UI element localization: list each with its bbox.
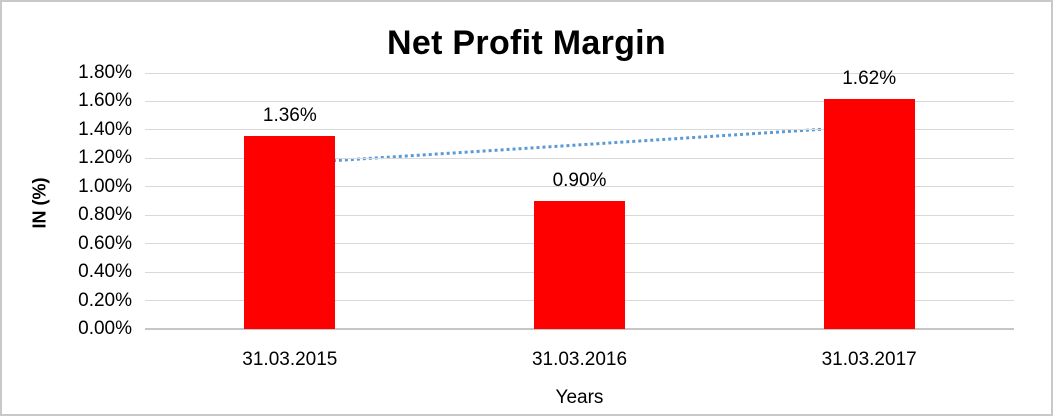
gridline	[145, 100, 1014, 102]
x-tick-label: 31.03.2016	[531, 349, 628, 370]
chart-title: Net Profit Margin	[387, 24, 666, 62]
y-tick-label: 1.40%	[78, 118, 132, 140]
gridline	[145, 186, 1014, 188]
bar	[823, 98, 915, 329]
y-tick-label: 0.80%	[78, 204, 132, 226]
gridline	[145, 129, 1014, 131]
x-tick-label: 31.03.2015	[242, 349, 338, 370]
y-tick-label: 1.00%	[78, 175, 132, 197]
bar-value-label: 1.62%	[842, 67, 897, 89]
y-tick-label: 1.80%	[78, 62, 132, 83]
bar-value-label: 1.36%	[262, 104, 317, 126]
bar	[534, 201, 625, 329]
gridline	[145, 72, 1014, 74]
y-tick-label: 0.60%	[78, 232, 132, 254]
y-tick-label: 0.00%	[78, 318, 132, 339]
y-axis-title-text: IN (%)	[29, 177, 50, 229]
y-tick-label: 0.20%	[78, 289, 132, 311]
x-axis-line	[145, 328, 1014, 330]
y-tick-label: 0.40%	[78, 261, 132, 283]
y-tick-label: 1.20%	[78, 147, 132, 169]
trendline	[289, 125, 865, 166]
x-axis-title: Years	[555, 387, 604, 408]
x-tick-label: 31.03.2017	[821, 349, 917, 370]
gridline	[145, 157, 1014, 159]
bar-value-label: 0.90%	[552, 170, 607, 191]
y-tick-label: 1.60%	[78, 90, 132, 112]
bar	[244, 135, 336, 329]
